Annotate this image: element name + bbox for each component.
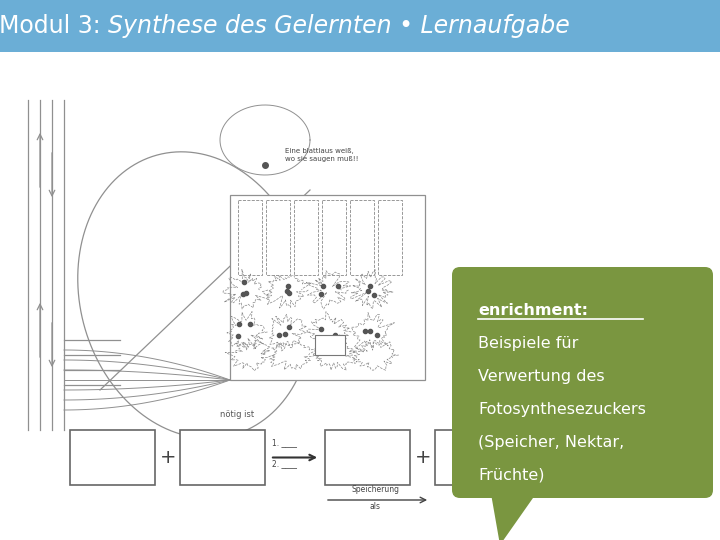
Polygon shape (490, 488, 540, 540)
Bar (350, 200, 374, 275)
Text: Synthese des Gelernten • Lernaufgabe: Synthese des Gelernten • Lernaufgabe (108, 14, 570, 38)
Bar (266, 200, 290, 275)
Text: Eine blattlaus weiß,
wo sie saugen muß!!: Eine blattlaus weiß, wo sie saugen muß!! (285, 148, 359, 162)
Text: Fotosynthesezuckers: Fotosynthesezuckers (478, 402, 646, 417)
Text: (Speicher, Nektar,: (Speicher, Nektar, (478, 435, 624, 450)
Bar (378, 200, 402, 275)
Text: 1. ____: 1. ____ (272, 438, 297, 448)
Text: +: + (160, 448, 176, 467)
Bar (0, 0, 720, 52)
Bar (294, 200, 318, 275)
Bar (315, 335, 345, 355)
Text: Speicherung: Speicherung (351, 485, 399, 494)
Bar (70, 430, 155, 485)
Text: Früchte): Früchte) (478, 468, 544, 483)
Text: enrichment:: enrichment: (478, 303, 588, 318)
Text: als: als (369, 502, 380, 511)
Bar (238, 200, 262, 275)
Bar (230, 195, 425, 380)
Text: Beispiele für: Beispiele für (478, 336, 578, 351)
Text: nötig ist: nötig ist (220, 410, 254, 419)
Bar (322, 200, 346, 275)
Text: Modul 3:: Modul 3: (0, 14, 108, 38)
Bar (180, 430, 265, 485)
Text: 2. ____: 2. ____ (272, 460, 297, 469)
FancyBboxPatch shape (452, 267, 713, 498)
Text: +: + (415, 448, 431, 467)
Text: Verwertung des: Verwertung des (478, 369, 605, 384)
Bar (325, 430, 410, 485)
Bar (435, 430, 490, 485)
